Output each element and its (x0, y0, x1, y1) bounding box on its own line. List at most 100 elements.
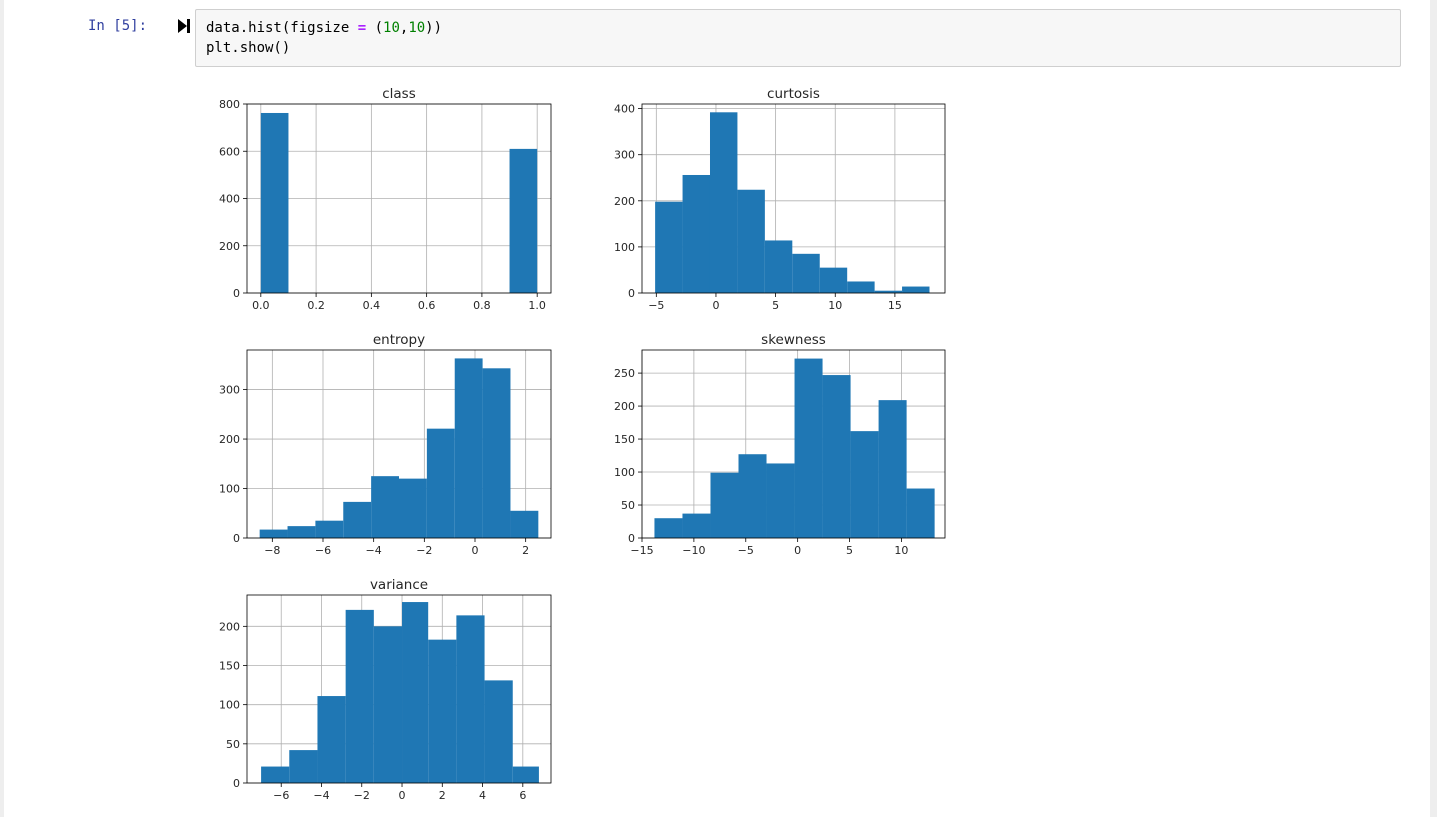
histogram-bar (428, 639, 457, 783)
y-tick-label: 400 (614, 103, 635, 116)
chart-title: class (382, 86, 416, 102)
histogram-class: 0.0 0.2 0.4 0.6 0.8 1.0 0 200 400 600 800 class (219, 86, 552, 312)
code-operator: = (357, 20, 367, 36)
histogram-bar (343, 501, 372, 538)
x-tick-label: −15 (630, 544, 653, 557)
run-cell-icon[interactable] (177, 18, 191, 34)
y-tick-label: 0 (233, 287, 240, 300)
x-tick-label: 0 (794, 544, 801, 557)
x-tick-label: −2 (354, 789, 370, 802)
code-token: )) (425, 20, 443, 36)
histogram-bar (456, 615, 485, 783)
histogram-bar (822, 375, 851, 538)
x-tick-label: 0.4 (363, 299, 381, 312)
axes-frame (641, 103, 946, 294)
x-tick-label: −6 (315, 544, 331, 557)
histogram-bar (682, 174, 710, 293)
y-tick-label: 200 (219, 240, 240, 253)
histogram-curtosis: −5 0 5 10 15 0 100 200 300 400 curtosis (614, 86, 946, 312)
histogram-bar (764, 240, 793, 293)
histogram-bar (426, 428, 455, 538)
y-tick-label: 400 (219, 193, 240, 206)
x-tick-label: 4 (479, 789, 486, 802)
x-tick-label: 15 (888, 299, 902, 312)
y-tick-label: 100 (219, 483, 240, 496)
histogram-bar (819, 267, 848, 293)
y-tick-label: 200 (614, 400, 635, 413)
histogram-bar (371, 476, 399, 538)
x-tick-label: 2 (522, 544, 529, 557)
notebook-code-cell[interactable]: In [5]: data.hist(figsize = (10,10)) plt.… (4, 0, 1430, 817)
y-tick-label: 150 (614, 433, 635, 446)
histogram-bar (510, 510, 539, 538)
code-line[interactable]: data.hist(figsize = (10,10)) (206, 18, 1400, 38)
axes-frame (641, 349, 946, 539)
right-scrollbar[interactable] (1430, 0, 1437, 817)
y-tick-label: 150 (219, 660, 240, 673)
output-figure: 0.0 0.2 0.4 0.6 0.8 1.0 0 200 400 600 800 class −5 0 5… (199, 76, 969, 820)
code-number: 10 (383, 20, 400, 36)
histogram-bar (259, 529, 288, 538)
histogram-bar (315, 520, 344, 538)
histogram-bar (261, 766, 290, 783)
code-editor[interactable]: data.hist(figsize = (10,10)) plt.show() (195, 9, 1401, 67)
y-tick-label: 0 (233, 777, 240, 790)
histogram-bar (654, 518, 683, 538)
y-tick-label: 0 (628, 532, 635, 545)
histogram-bar (484, 680, 513, 783)
x-tick-label: −8 (264, 544, 280, 557)
code-token: ( (366, 20, 384, 36)
code-token: plt.show() (206, 40, 291, 56)
histogram-bar (260, 112, 289, 293)
histogram-bar (874, 290, 903, 293)
code-line[interactable]: plt.show() (206, 38, 1400, 58)
x-tick-label: 2 (439, 789, 446, 802)
y-tick-label: 200 (219, 433, 240, 446)
y-tick-label: 200 (614, 195, 635, 208)
x-tick-label: 0.8 (473, 299, 491, 312)
x-tick-label: −5 (648, 299, 664, 312)
histogram-bar (509, 148, 538, 293)
chart-title: variance (370, 577, 428, 593)
y-tick-label: 100 (219, 699, 240, 712)
y-tick-label: 250 (614, 367, 635, 380)
x-tick-label: 0.0 (252, 299, 270, 312)
x-tick-label: −10 (682, 544, 705, 557)
histogram-bar (317, 696, 346, 783)
histogram-bar (289, 750, 318, 783)
histogram-bar (792, 253, 820, 293)
x-tick-label: 0 (399, 789, 406, 802)
x-tick-label: 10 (828, 299, 842, 312)
histogram-entropy: −8 −6 −4 −2 0 2 0 100 200 300 entropy (219, 332, 552, 557)
y-tick-label: 800 (219, 98, 240, 111)
histogram-bar (287, 526, 316, 538)
histogram-bar (512, 766, 539, 783)
x-tick-label: 0 (712, 299, 719, 312)
x-tick-label: 0.6 (418, 299, 436, 312)
y-tick-label: 100 (614, 466, 635, 479)
x-tick-label: −4 (313, 789, 329, 802)
x-tick-label: 1.0 (528, 299, 546, 312)
y-tick-label: 200 (219, 620, 240, 633)
x-tick-label: −6 (273, 789, 289, 802)
y-tick-label: 300 (614, 149, 635, 162)
histogram-bar (878, 400, 907, 538)
x-tick-label: 6 (519, 789, 526, 802)
axes-frame (246, 349, 552, 539)
histogram-bar (454, 358, 483, 538)
x-tick-label: 10 (894, 544, 908, 557)
y-tick-label: 50 (621, 499, 635, 512)
left-gutter (0, 0, 4, 817)
histogram-bar (655, 201, 683, 293)
cell-prompt: In [5]: (88, 18, 148, 34)
code-token: , (399, 20, 409, 36)
code-number: 10 (408, 20, 426, 36)
x-tick-label: −2 (416, 544, 432, 557)
y-tick-label: 600 (219, 145, 240, 158)
histogram-bar (847, 281, 875, 293)
histogram-bar (738, 454, 767, 538)
histogram-bar (482, 368, 511, 538)
histogram-bar (709, 112, 738, 293)
